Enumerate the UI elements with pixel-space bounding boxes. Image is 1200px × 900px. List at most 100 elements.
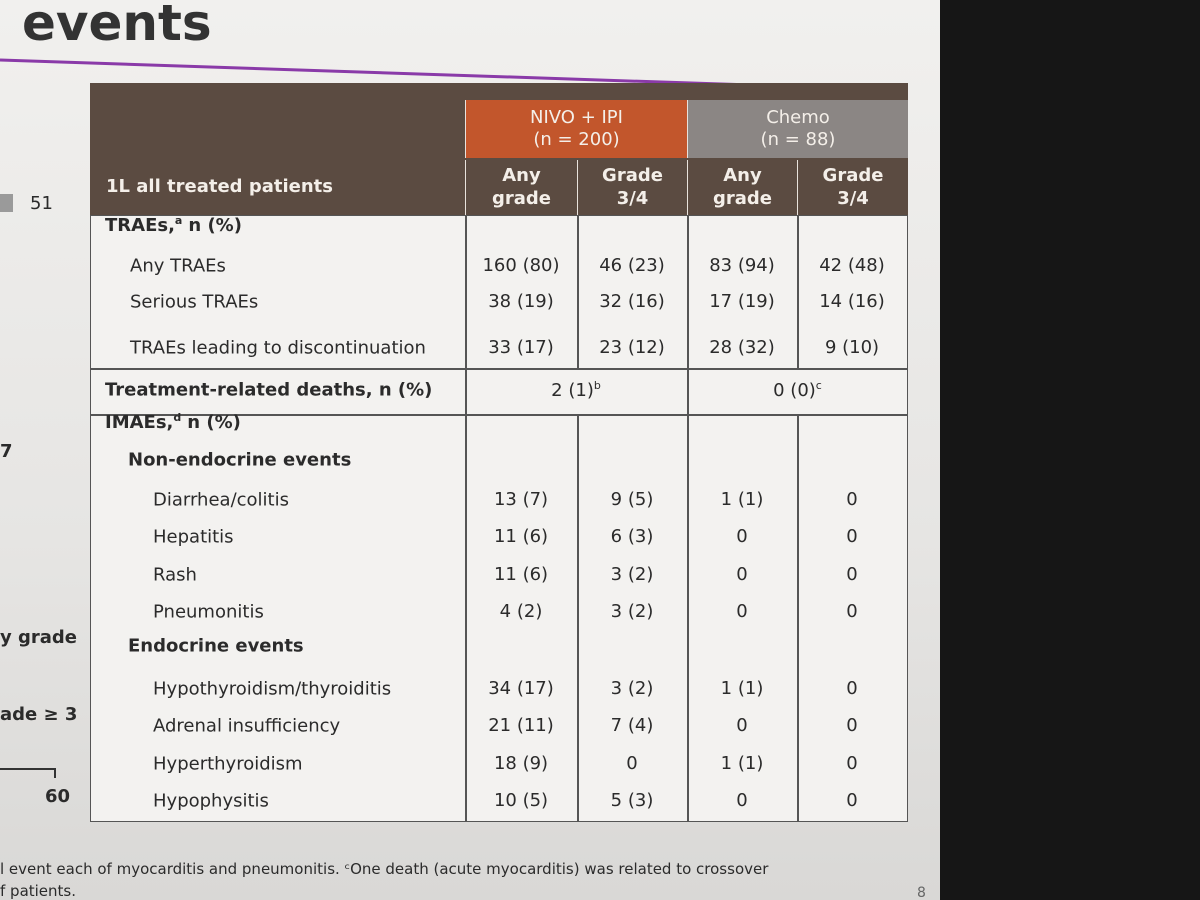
cell-value: 0 (736, 601, 748, 622)
rule (465, 368, 467, 414)
merged-value: 0 (0)c (773, 379, 822, 401)
cell-value: 1 (1) (720, 753, 764, 774)
fragment-axis (0, 768, 55, 770)
cell-value: 0 (736, 715, 748, 736)
cell-value: 9 (5) (610, 489, 654, 510)
item-label: Rash (153, 565, 197, 586)
cell-value: 9 (10) (824, 337, 880, 358)
rule (465, 414, 467, 822)
value-text: 0 (0) (773, 380, 816, 401)
item-label: Adrenal insufficiency (153, 716, 340, 737)
subheader-line: Grade (822, 165, 884, 186)
subheader: Any grade (465, 160, 577, 215)
left-fragment: y grade (0, 627, 78, 648)
footnote-mark: a (174, 214, 183, 227)
cell-value: 3 (2) (610, 678, 654, 699)
row-label: Hypophysitis (153, 790, 269, 812)
cell-value: 3 (2) (610, 564, 654, 585)
corner-label: 1L all treated patients (106, 176, 333, 197)
value-text: 2 (1) (551, 380, 594, 401)
cell-value: 0 (846, 790, 858, 811)
row-label: Hyperthyroidism (153, 753, 303, 775)
subheader: Grade 3/4 (797, 160, 908, 215)
left-fragment: 60 (45, 786, 71, 807)
cell-value: 3 (2) (610, 601, 654, 622)
cell-value: 7 (4) (610, 715, 654, 736)
row-label: Any TRAEs (130, 255, 226, 277)
item-label: Hyperthyroidism (153, 754, 303, 775)
footnote-mark: c (815, 379, 822, 392)
cell-value: 0 (736, 526, 748, 547)
rule (687, 414, 689, 822)
section-label: TRAEs,a n (%) (105, 214, 242, 236)
row-label: Hypothyroidism/thyroiditis (153, 678, 392, 700)
cell-value: 0 (846, 489, 858, 510)
slide-title: events (22, 0, 212, 52)
footnote-line: f patients. (0, 882, 77, 900)
merged-value: 2 (1)b (551, 379, 601, 401)
row-label: Pneumonitis (153, 601, 264, 623)
rule (687, 368, 689, 414)
item-label: Hypothyroidism/thyroiditis (153, 679, 391, 700)
cell-value: 0 (846, 526, 858, 547)
merged-label: Treatment-related deaths, n (%) (105, 380, 432, 401)
fragment-axis (54, 768, 56, 778)
row-label-suffix: n (%) (187, 412, 241, 433)
cell-value: 4 (2) (499, 601, 543, 622)
cell-value: 6 (3) (610, 526, 654, 547)
footnote-mark: b (593, 379, 601, 392)
cell-value: 38 (19) (488, 291, 554, 312)
group-n: (n = 88) (760, 129, 836, 150)
row-label: TRAEs leading to discontinuation (130, 337, 426, 359)
cell-value: 0 (846, 678, 858, 699)
cell-value: 160 (80) (482, 255, 560, 276)
left-fragment: 7 (0, 441, 13, 462)
subheader-line: 3/4 (837, 187, 869, 209)
subheader-line: 3/4 (616, 187, 649, 209)
cell-value: 0 (846, 715, 858, 736)
subsection-label: Endocrine events (128, 636, 304, 657)
left-fragment: 51 (30, 193, 53, 214)
cell-value: 0 (626, 753, 638, 774)
cell-value: 33 (17) (488, 337, 554, 358)
cell-value: 11 (6) (493, 526, 549, 547)
item-label: Hepatitis (153, 527, 234, 548)
row-label: Diarrhea/colitis (153, 489, 289, 511)
table-body (90, 215, 908, 822)
row-label: Adrenal insufficiency (153, 715, 341, 737)
rule (90, 414, 908, 416)
cell-value: 0 (736, 790, 748, 811)
cell-value: 10 (5) (493, 790, 549, 811)
page-number: 8 (917, 885, 926, 900)
dark-background (940, 0, 1200, 900)
cell-value: 1 (1) (720, 678, 764, 699)
item-label: Any TRAEs (130, 256, 226, 277)
row-label: Rash (153, 564, 197, 586)
subheader-line: Any (502, 165, 541, 186)
subsection-label: Non-endocrine events (128, 450, 351, 471)
group-name: NIVO + IPI (530, 106, 623, 128)
rule (577, 215, 579, 368)
cell-value: 0 (846, 601, 858, 622)
subheader: Any grade (687, 160, 797, 215)
cell-value: 14 (16) (819, 291, 885, 312)
row-label: Non-endocrine events (128, 449, 352, 471)
cell-value: 0 (846, 753, 858, 774)
cell-value: 21 (11) (488, 715, 554, 736)
rule (465, 215, 467, 368)
left-fragment: ade ≥ 3 (0, 704, 78, 725)
subheader-line: grade (712, 187, 772, 209)
cell-value: 11 (6) (493, 564, 549, 585)
rule (577, 414, 579, 822)
cell-value: 18 (9) (493, 753, 549, 774)
group-name: Chemo (766, 106, 830, 128)
row-label: Endocrine events (128, 635, 304, 657)
cell-value: 0 (736, 564, 748, 585)
cell-value: 5 (3) (610, 790, 654, 811)
cell-value: 1 (1) (720, 489, 764, 510)
subheader-line: grade (491, 187, 551, 209)
footnote-mark: d (173, 411, 182, 424)
cell-value: 83 (94) (709, 255, 775, 276)
cell-value: 46 (23) (599, 255, 665, 276)
